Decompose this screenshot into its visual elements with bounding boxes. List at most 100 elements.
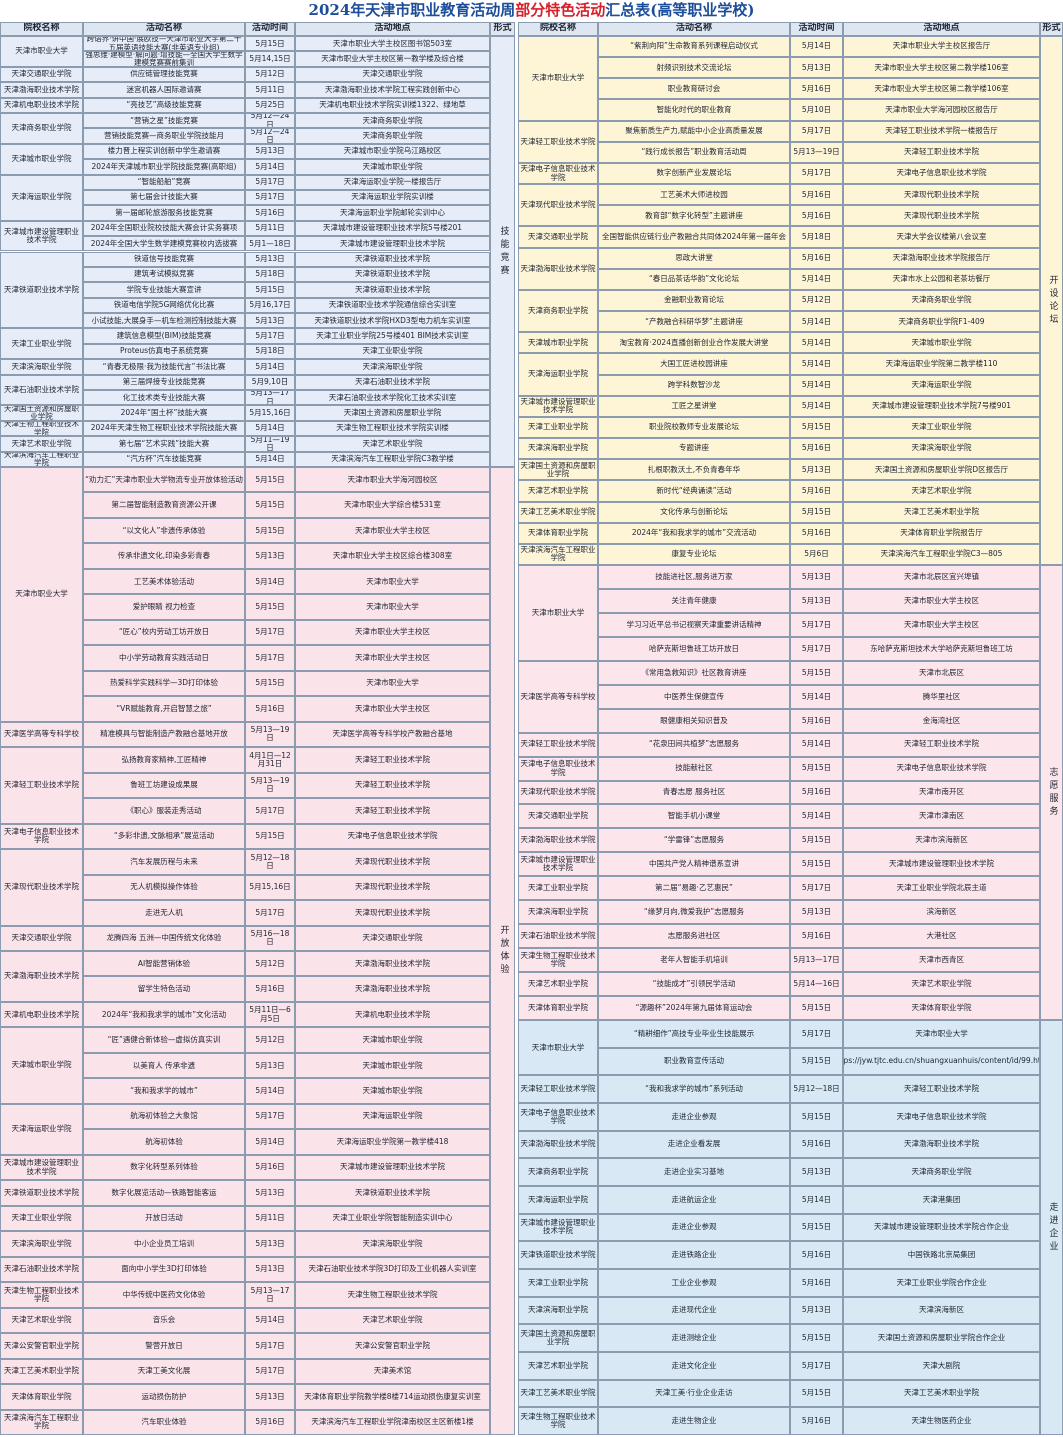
activity-place: 天津商务职业学院F1-409 — [843, 311, 1040, 333]
activity-time: 5月17日 — [245, 1103, 295, 1130]
school-name: 天津渤海职业技术学院 — [518, 828, 598, 853]
activity-place: 天津市南开区 — [843, 780, 1040, 805]
school-name: 天津轻工职业技术学院 — [518, 120, 598, 163]
activity-time: 5月16日 — [790, 708, 843, 733]
school-name: 天津生物工程职业技术学院 — [518, 948, 598, 973]
activity-name: 2024年全国大学生数学建模竞赛校内选拔赛 — [83, 236, 245, 252]
school-name: 天津海运职业学院 — [518, 353, 598, 396]
activity-time: 5月15日 — [245, 36, 295, 52]
activity-name: “我和我求学的城市”系列活动 — [598, 1075, 790, 1103]
school-name: 天津现代职业技术学院 — [0, 849, 83, 926]
school-name: 天津生物工程职业技术学院 — [0, 420, 83, 437]
activity-place: 天津轻工职业技术学院一楼报告厅 — [843, 120, 1040, 142]
activity-place: 天津电子信息职业技术学院 — [295, 823, 490, 850]
activity-place: 天津交通职业学院 — [295, 66, 490, 83]
activity-time: 5月14日 — [790, 353, 843, 375]
activity-time: 5月10日 — [790, 99, 843, 121]
activity-time: 5月12日 — [790, 289, 843, 312]
activity-time: 5月15日 — [245, 823, 295, 850]
activity-time: 5月13日 — [245, 1052, 295, 1079]
activity-time: 5月14日 — [790, 36, 843, 58]
activity-place: 天津现代职业技术学院 — [843, 205, 1040, 227]
activity-time: 5月14日 — [790, 395, 843, 417]
activity-time: 5月16日 — [790, 1130, 843, 1159]
activity-time: 5月13日 — [790, 459, 843, 481]
activity-time: 5月17日 — [245, 1358, 295, 1385]
school-name: 天津商务职业学院 — [518, 289, 598, 333]
activity-place: 天津渤海职业技术学院报告厅 — [843, 247, 1040, 269]
activity-place: 天津电子信息职业技术学院 — [843, 162, 1040, 185]
activity-place: 天津滨海职业学院 — [295, 359, 490, 375]
activity-place: 天津商务职业学院 — [295, 128, 490, 144]
activity-time: 5月17日 — [790, 612, 843, 637]
activity-time: 5月16日 — [790, 1269, 843, 1297]
activity-time: 5月13日 — [790, 1296, 843, 1325]
activity-place: 天津渤海职业技术学院 — [843, 1130, 1040, 1159]
activity-time: 5月14日 — [790, 311, 843, 333]
activity-name: 2024年天津生物工程职业技术学院技能大赛 — [83, 420, 245, 437]
activity-place: 中国铁路北京局集团 — [843, 1241, 1040, 1269]
activity-time: 5月14日 — [790, 268, 843, 290]
activity-time: 5月14日 — [245, 1078, 295, 1104]
activity-place: 天津市职业大学主校区第二教学楼106室 — [843, 78, 1040, 100]
school-name: 天津电子信息职业技术学院 — [518, 756, 598, 781]
activity-time: 5月14日 — [790, 804, 843, 829]
school-name: 天津市职业大学 — [518, 565, 598, 661]
activity-place: 天津市职业大学主校区 — [295, 696, 490, 722]
activity-place: 天津滨海职业学院 — [295, 1231, 490, 1257]
activity-name: 天津工美·行业企业走访 — [598, 1379, 790, 1408]
activity-time: 5月12日 — [245, 66, 295, 83]
activity-place: 天津市职业大学主校区 — [295, 517, 490, 544]
activity-place: 东哈萨克斯坦技术大学哈萨克斯坦鲁班工坊 — [843, 636, 1040, 661]
activity-name: “VR赋能教育,开启智慧之旅” — [83, 696, 245, 722]
form-label: 开设论坛 — [1040, 36, 1063, 565]
column-header: 院校名称 — [518, 22, 598, 36]
activity-time: 5月18日 — [245, 343, 295, 360]
activity-time: 5月14日 — [790, 684, 843, 709]
activity-name: 运动损伤防护 — [83, 1384, 245, 1410]
activity-time: 5月13—17日 — [790, 948, 843, 973]
activity-name: 数字化展览活动—铁路智能客运 — [83, 1180, 245, 1206]
activity-place: 天津石油职业技术学院化工技术实训室 — [295, 390, 490, 406]
activity-name: “我和我求学的城市” — [83, 1078, 245, 1104]
activity-place: 天津工业职业学院合作企业 — [843, 1269, 1040, 1297]
activity-name: 无人机模拟操作体验 — [83, 874, 245, 901]
activity-time: 5月14日 — [245, 359, 295, 375]
activity-place: 天津市职业大学主校区第一教学楼及综合楼 — [295, 51, 490, 67]
activity-name: 思政大讲堂 — [598, 247, 790, 269]
activity-time: 5月17日 — [245, 619, 295, 646]
school-name: 天津工业职业学院 — [0, 328, 83, 360]
school-name: 天津医学高等专科学校 — [0, 721, 83, 748]
activity-place: 天津海运职业学院一楼报告厅 — [295, 174, 490, 190]
activity-time: 5月17日 — [790, 1352, 843, 1380]
activity-place: 天津滨海新区 — [843, 1296, 1040, 1325]
school-name: 天津工艺美术职业学院 — [0, 1358, 83, 1385]
activity-place: 天津生物工程职业技术学院实训楼 — [295, 420, 490, 437]
title-part: 汇总表(高等职业学校) — [605, 1, 755, 19]
school-name: 天津滨海职业学院 — [0, 1231, 83, 1257]
activity-time: 5月16,17日 — [245, 297, 295, 314]
activity-time: 5月25日 — [245, 97, 295, 113]
activity-place: 天津滨海汽车工程职业学院C3教学楼 — [295, 451, 490, 467]
activity-time: 5月13日 — [245, 543, 295, 569]
activity-place: 天津滨海职业学院 — [843, 438, 1040, 460]
activity-place: 天津公安警官职业学院 — [295, 1333, 490, 1359]
activity-name: 志愿服务进社区 — [598, 924, 790, 949]
activity-time: 5月17日 — [245, 174, 295, 190]
activity-place: 天津城市职业学院乌江路校区 — [295, 143, 490, 160]
school-name: 天津体育职业学院 — [518, 522, 598, 544]
activity-time: 5月16日 — [790, 1241, 843, 1269]
activity-name: “源趣杯”2024年第九届体育运动会 — [598, 996, 790, 1020]
activity-time: 5月15日 — [790, 1103, 843, 1131]
activity-place: 天津工业职业学院 — [843, 416, 1040, 439]
activity-time: 5月14日 — [790, 374, 843, 396]
activity-time: 5月13日 — [790, 565, 843, 589]
activity-name: 鲁班工坊建设成果展 — [83, 772, 245, 799]
activity-place: 天津大学会议楼第八会议室 — [843, 226, 1040, 248]
school-name: 天津商务职业学院 — [0, 112, 83, 144]
activity-time: 5月17日 — [245, 798, 295, 824]
activity-place: 天津海运职业学院 — [843, 374, 1040, 396]
school-name: 天津滨海职业学院 — [518, 900, 598, 925]
activity-name: 工匠之星讲堂 — [598, 395, 790, 417]
activity-place: 天津轻工职业技术学院 — [843, 141, 1040, 163]
